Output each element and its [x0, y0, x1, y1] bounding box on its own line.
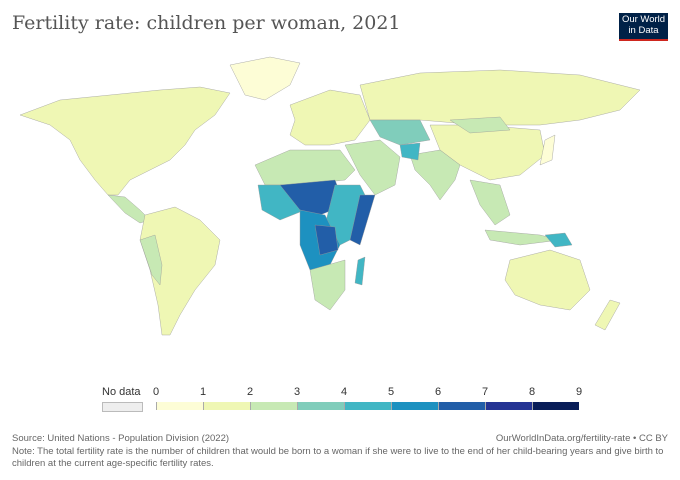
legend-bin[interactable] — [391, 402, 438, 410]
region-drc — [314, 224, 339, 256]
region-afghanistan — [399, 142, 421, 161]
region-north-africa — [254, 149, 356, 186]
legend-tick-label: 7 — [481, 386, 489, 398]
region-indonesia — [484, 229, 561, 246]
region-greenland — [229, 56, 301, 101]
source-text: Source: United Nations - Population Divi… — [12, 433, 230, 444]
region-central-america — [107, 194, 151, 224]
region-europe — [289, 89, 371, 146]
region-central-asia — [369, 119, 431, 146]
legend-bin[interactable] — [156, 402, 203, 410]
region-middle-east — [344, 139, 401, 196]
region-southern-africa — [309, 259, 346, 311]
region-png — [544, 232, 573, 248]
legend-bin[interactable] — [438, 402, 485, 410]
no-data-swatch — [102, 402, 143, 412]
legend-bin[interactable] — [250, 402, 297, 410]
region-andes — [139, 234, 163, 286]
region-russia — [359, 69, 641, 126]
legend-tick-label: 0 — [152, 386, 160, 398]
note-text: Note: The total fertility rate is the nu… — [12, 446, 664, 469]
chart-title: Fertility rate: children per woman, 2021 — [12, 12, 401, 34]
no-data-label: No data — [102, 386, 141, 398]
legend-bin[interactable] — [344, 402, 391, 410]
region-australia — [504, 249, 591, 311]
legend-tick-label: 4 — [340, 386, 348, 398]
legend-tick-label: 9 — [575, 386, 583, 398]
logo-line1: Our World — [621, 14, 666, 25]
legend-tick-label: 2 — [246, 386, 254, 398]
region-south-america — [139, 206, 221, 336]
region-new-zealand — [594, 299, 621, 331]
region-south-asia — [409, 149, 461, 201]
region-madagascar — [354, 256, 366, 286]
legend-tick-label: 5 — [387, 386, 395, 398]
legend-bin[interactable] — [485, 402, 532, 410]
source-url-link[interactable]: OurWorldInData.org/fertility-rate • CC B… — [495, 433, 668, 444]
region-se-asia — [469, 179, 511, 226]
region-north-america — [19, 86, 231, 196]
legend-bin[interactable] — [297, 402, 344, 410]
legend-bin[interactable] — [203, 402, 250, 410]
region-japan — [539, 134, 556, 166]
legend-tick-label: 8 — [528, 386, 536, 398]
region-somalia — [349, 194, 376, 246]
owid-logo[interactable]: Our World in Data — [619, 13, 668, 41]
legend-tick-label: 3 — [293, 386, 301, 398]
legend-tick-label: 6 — [434, 386, 442, 398]
region-mongolia — [449, 116, 511, 134]
world-map[interactable] — [0, 45, 680, 345]
legend-bin[interactable] — [532, 402, 579, 410]
logo-line2: in Data — [628, 25, 659, 36]
legend-tick-label: 1 — [199, 386, 207, 398]
